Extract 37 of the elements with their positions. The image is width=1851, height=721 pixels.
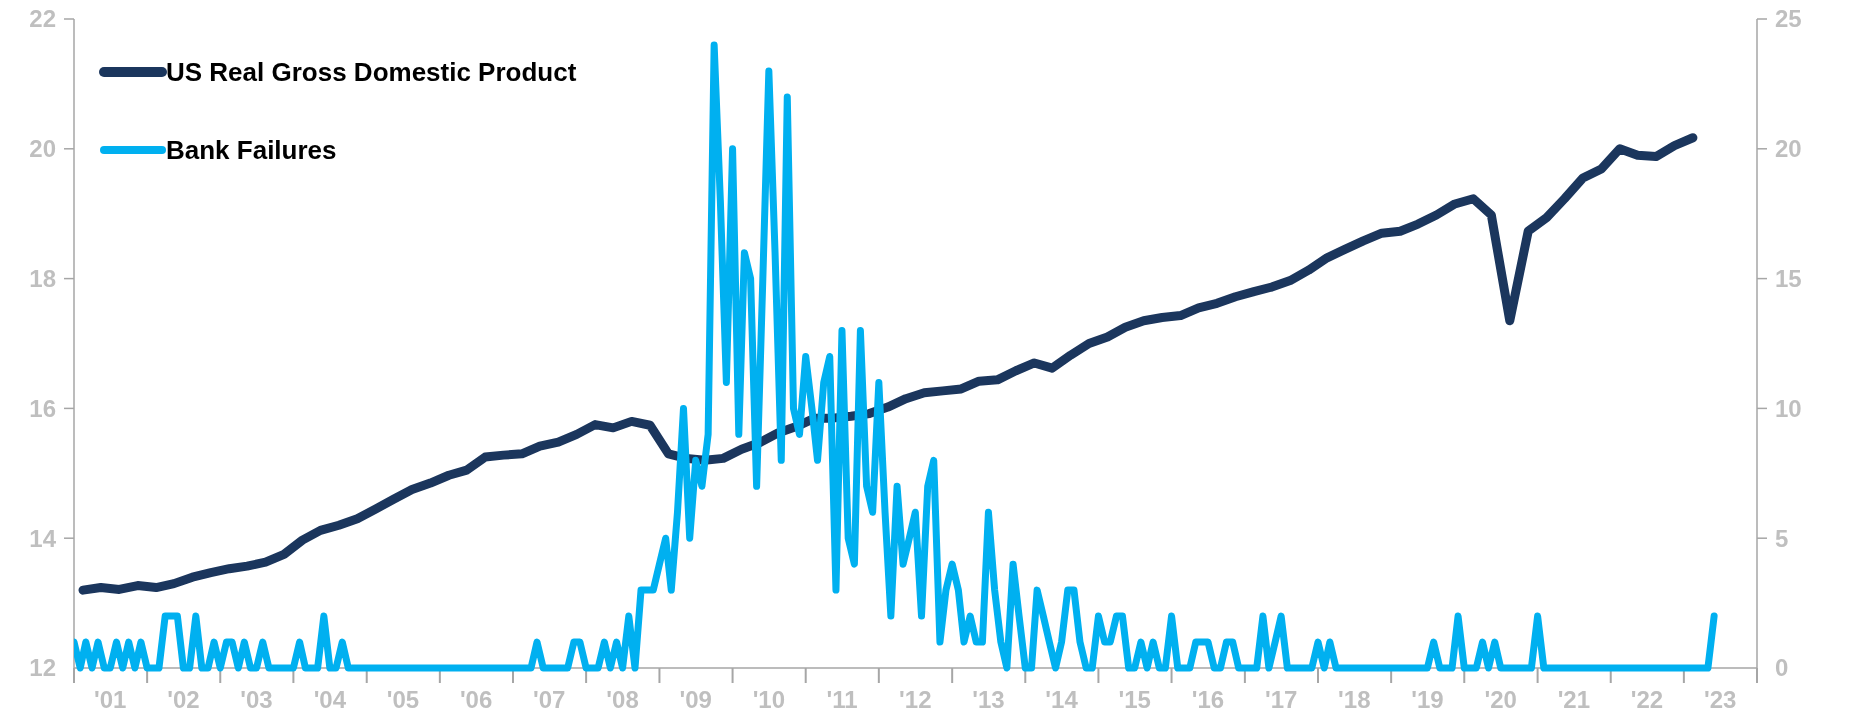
- x-tick-label: '23: [1703, 686, 1737, 713]
- x-tick-label: '06: [459, 686, 493, 713]
- x-tick-label: '19: [1411, 686, 1444, 713]
- y-tick-label: 18: [29, 265, 56, 292]
- y-tick-label: 20: [29, 135, 56, 163]
- y-tick-label: 22: [29, 5, 56, 33]
- x-tick-label: '04: [313, 686, 347, 713]
- y2-tick-label: 25: [1775, 5, 1802, 33]
- y2-tick-label: 0: [1775, 654, 1789, 682]
- legend-label: Bank Failures: [166, 135, 337, 166]
- x-tick-label: '05: [386, 686, 420, 713]
- x-tick-label: '12: [899, 686, 932, 713]
- y2-tick-label: 15: [1775, 265, 1802, 292]
- x-tick-label: '02: [167, 686, 200, 713]
- x-tick-label: '07: [533, 686, 566, 713]
- y2-tick-label: 5: [1775, 524, 1789, 552]
- x-tick-label: '09: [679, 686, 712, 713]
- x-tick-label: '03: [240, 686, 273, 713]
- x-tick-label: '11: [826, 686, 858, 713]
- legend-label: US Real Gross Domestic Product: [166, 57, 577, 88]
- x-tick-label: '15: [1118, 686, 1151, 713]
- x-tick-label: '01: [94, 686, 127, 713]
- x-tick-label: '10: [752, 686, 786, 713]
- x-tick-label: '08: [606, 686, 639, 713]
- y2-tick-label: 20: [1775, 135, 1802, 163]
- y-tick-label: 14: [29, 524, 57, 552]
- y-tick-label: 16: [29, 394, 56, 422]
- x-tick-label: '18: [1338, 686, 1371, 713]
- x-tick-label: '14: [1045, 686, 1079, 713]
- x-tick-label: '22: [1630, 686, 1664, 713]
- x-tick-label: '21: [1557, 686, 1591, 713]
- x-tick-label: '17: [1264, 686, 1298, 713]
- y2-tick-label: 10: [1775, 394, 1802, 422]
- x-tick-label: '20: [1484, 686, 1517, 713]
- x-tick-label: '16: [1191, 686, 1225, 713]
- x-tick-label: '13: [972, 686, 1005, 713]
- y-tick-label: 12: [29, 654, 56, 682]
